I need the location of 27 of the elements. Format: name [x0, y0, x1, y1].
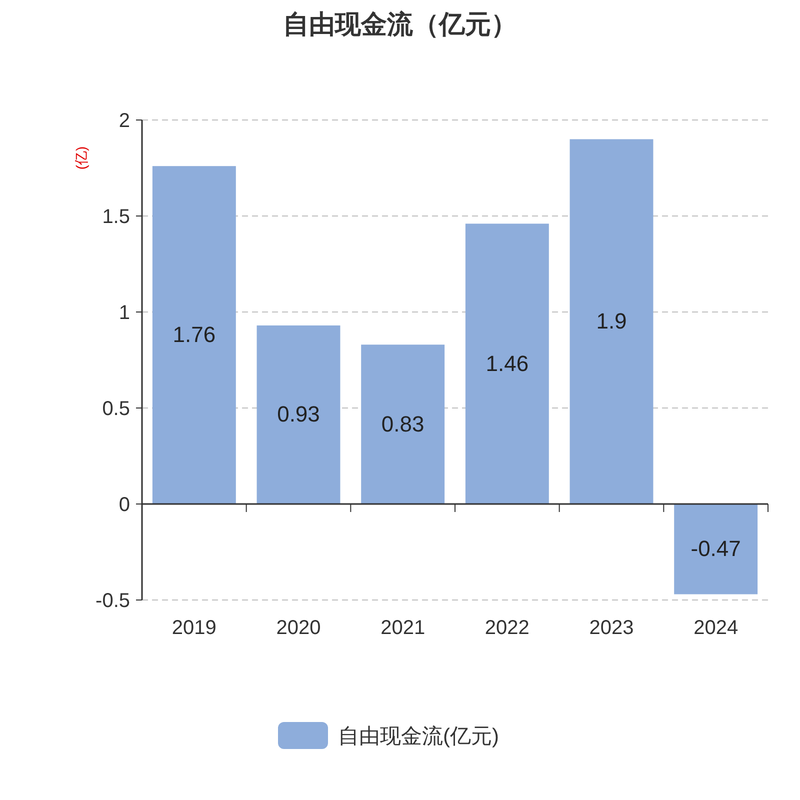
data-label: 1.46 — [486, 350, 529, 376]
data-label: -0.47 — [690, 536, 741, 562]
x-tick-label: 2022 — [484, 617, 530, 639]
x-tick-label: 2023 — [589, 617, 634, 639]
legend-label: 自由现金流(亿元) — [338, 725, 499, 748]
y-tick-label: 1 — [118, 302, 130, 324]
x-tick-label: 2024 — [694, 617, 738, 639]
y-tick-label: 1.5 — [102, 206, 130, 228]
y-axis-title: (亿) — [73, 146, 89, 170]
data-label: 0.83 — [381, 411, 424, 436]
bar — [674, 504, 758, 594]
y-tick-label: 2 — [118, 110, 130, 132]
y-tick-label: 0 — [118, 494, 130, 516]
bar — [152, 166, 236, 504]
bar — [361, 344, 445, 504]
bar — [465, 224, 549, 504]
chart-title: 自由现金流（亿元） — [283, 9, 517, 39]
bar — [256, 325, 340, 504]
data-label: 1.76 — [172, 322, 216, 348]
data-label: 0.93 — [277, 402, 320, 427]
y-tick-label: 0.5 — [102, 398, 130, 420]
x-tick-label: 2019 — [172, 617, 216, 639]
x-tick-label: 2021 — [380, 617, 426, 639]
bar — [570, 139, 654, 504]
y-tick-label: -0.5 — [96, 590, 130, 612]
data-label: 1.9 — [596, 308, 627, 334]
x-tick-label: 2020 — [276, 617, 321, 639]
